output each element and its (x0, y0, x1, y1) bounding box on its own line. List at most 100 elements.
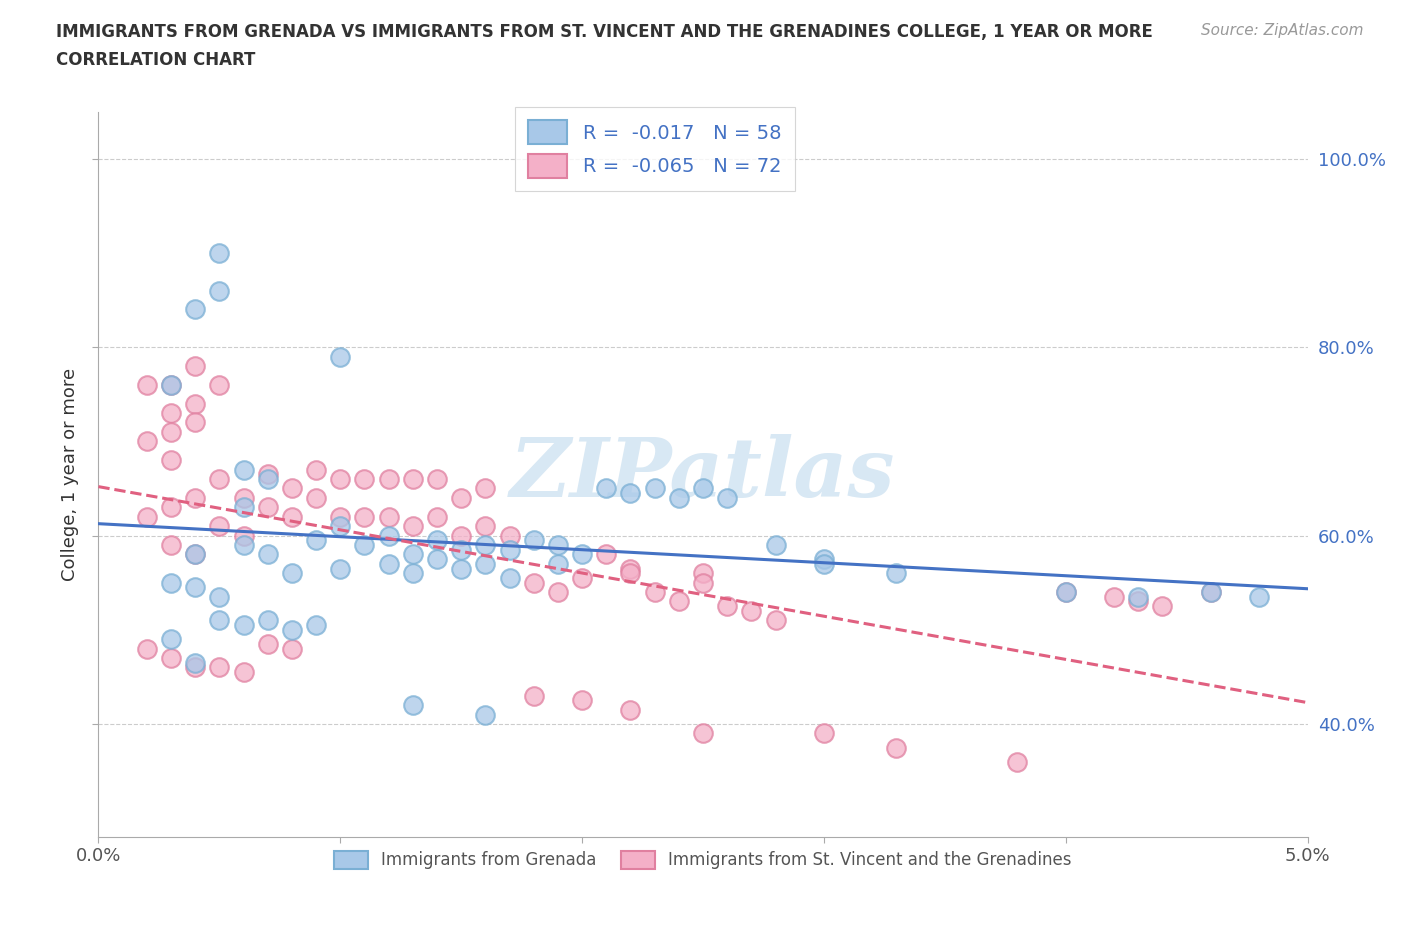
Point (644, 481, 666, 496)
Point (281, 565, 304, 580)
Point (765, 613, 787, 628)
Point (1199, 585, 1222, 600)
Point (523, 688, 546, 703)
Point (813, 726, 835, 741)
Point (208, 472, 231, 486)
Point (1054, 585, 1077, 600)
Point (232, 490, 254, 505)
Point (160, 631, 183, 646)
Point (256, 467, 278, 482)
Point (474, 538, 496, 552)
Point (329, 519, 352, 534)
Point (1102, 590, 1125, 604)
Point (1249, 590, 1271, 604)
Point (523, 575, 546, 590)
Point (256, 499, 278, 514)
Point (619, 561, 641, 576)
Point (353, 538, 375, 552)
Point (232, 499, 254, 514)
Point (184, 302, 207, 317)
Point (813, 556, 835, 571)
Point (571, 547, 593, 562)
Point (281, 641, 304, 656)
Point (232, 462, 254, 477)
Point (886, 740, 908, 755)
Point (1199, 585, 1222, 600)
Point (402, 472, 425, 486)
Point (135, 378, 157, 392)
Point (474, 556, 496, 571)
Point (232, 665, 254, 680)
Point (402, 698, 425, 712)
Point (184, 656, 207, 671)
Point (547, 538, 569, 552)
Point (160, 424, 183, 439)
Point (644, 585, 666, 600)
Point (523, 533, 546, 548)
Point (184, 490, 207, 505)
Point (281, 481, 304, 496)
Point (160, 538, 183, 552)
Point (232, 538, 254, 552)
Point (184, 580, 207, 595)
Point (450, 542, 472, 557)
Point (184, 547, 207, 562)
Point (208, 660, 231, 675)
Point (256, 613, 278, 628)
Point (184, 660, 207, 675)
Point (377, 510, 399, 525)
Text: ZIPatlas: ZIPatlas (510, 434, 896, 514)
Point (692, 575, 714, 590)
Point (135, 434, 157, 449)
Point (498, 528, 520, 543)
Point (208, 590, 231, 604)
Point (208, 246, 231, 260)
Legend: Immigrants from Grenada, Immigrants from St. Vincent and the Grenadines: Immigrants from Grenada, Immigrants from… (325, 841, 1081, 880)
Text: Source: ZipAtlas.com: Source: ZipAtlas.com (1201, 23, 1364, 38)
Point (256, 547, 278, 562)
Point (232, 528, 254, 543)
Point (377, 528, 399, 543)
Point (281, 622, 304, 637)
Point (135, 641, 157, 656)
Point (353, 510, 375, 525)
Point (329, 349, 352, 364)
Point (450, 490, 472, 505)
Point (184, 415, 207, 430)
Point (305, 618, 328, 632)
Point (692, 565, 714, 580)
Point (160, 378, 183, 392)
Point (426, 472, 449, 486)
Y-axis label: College, 1 year or more: College, 1 year or more (60, 367, 79, 581)
Point (692, 726, 714, 741)
Point (256, 636, 278, 651)
Point (329, 472, 352, 486)
Point (1128, 590, 1150, 604)
Point (426, 533, 449, 548)
Point (450, 528, 472, 543)
Point (281, 510, 304, 525)
Point (1128, 594, 1150, 609)
Point (353, 472, 375, 486)
Point (377, 472, 399, 486)
Point (329, 561, 352, 576)
Point (305, 533, 328, 548)
Point (160, 378, 183, 392)
Point (450, 561, 472, 576)
Point (305, 490, 328, 505)
Point (208, 613, 231, 628)
Point (716, 490, 738, 505)
Point (208, 283, 231, 298)
Text: IMMIGRANTS FROM GRENADA VS IMMIGRANTS FROM ST. VINCENT AND THE GRENADINES COLLEG: IMMIGRANTS FROM GRENADA VS IMMIGRANTS FR… (56, 23, 1153, 41)
Point (256, 472, 278, 486)
Point (716, 599, 738, 614)
Point (571, 693, 593, 708)
Point (668, 490, 690, 505)
Point (813, 551, 835, 566)
Point (571, 570, 593, 585)
Point (547, 585, 569, 600)
Point (498, 542, 520, 557)
Point (305, 462, 328, 477)
Point (595, 547, 617, 562)
Point (498, 570, 520, 585)
